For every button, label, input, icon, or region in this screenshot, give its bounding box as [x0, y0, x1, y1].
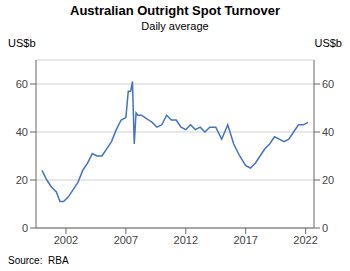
svg-text:60: 60 [322, 78, 334, 90]
html-text:Australian Outright Spot Turno: Australian Outright Spot Turnover [70, 3, 280, 18]
svg-text:40: 40 [16, 126, 28, 138]
svg-text:40: 40 [322, 126, 334, 138]
svg-text:2022: 2022 [293, 234, 317, 246]
html-text:Daily average: Daily average [141, 20, 209, 32]
svg-text:2012: 2012 [174, 234, 198, 246]
svg-text:0: 0 [22, 222, 28, 234]
svg-text:2002: 2002 [54, 234, 78, 246]
svg-text:2017: 2017 [233, 234, 257, 246]
svg-text:60: 60 [16, 78, 28, 90]
html-text:Source: RBA: Source: RBA [8, 255, 69, 266]
svg-text:20: 20 [16, 174, 28, 186]
svg-text:0: 0 [322, 222, 328, 234]
svg-text:2007: 2007 [114, 234, 138, 246]
svg-text:20: 20 [322, 174, 334, 186]
html-text:US$b: US$b [8, 37, 36, 49]
html-text:US$b: US$b [314, 37, 342, 49]
